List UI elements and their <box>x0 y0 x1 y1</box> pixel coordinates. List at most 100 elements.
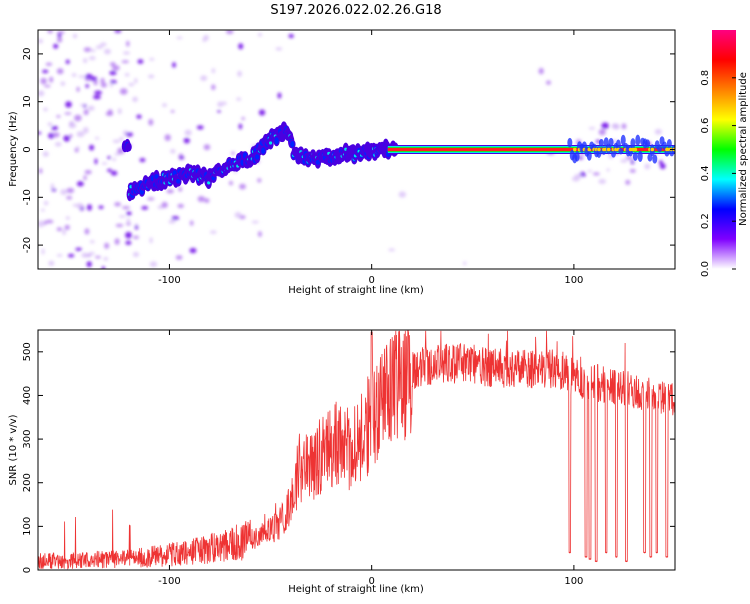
noise-speckle <box>94 90 103 95</box>
noise-speckle <box>175 255 183 260</box>
snr-x-ticks: -100 0 100 <box>158 330 583 587</box>
noise-speckle <box>56 115 61 118</box>
spectrogram-x-label: Height of straight line (km) <box>288 285 424 296</box>
noise-speckle <box>184 129 192 136</box>
noise-speckle <box>251 220 259 224</box>
noise-speckle <box>115 223 124 228</box>
noise-speckle <box>644 163 651 170</box>
noise-speckle <box>101 162 108 165</box>
noise-speckle <box>109 83 113 88</box>
ridge-mid <box>274 137 279 145</box>
noise-speckle <box>189 247 197 254</box>
noise-speckle <box>81 252 89 258</box>
band-noise <box>637 150 643 163</box>
x-tick-label: 0 <box>368 275 374 286</box>
noise-speckle <box>45 219 54 224</box>
colorbar-label: Normalized spectral amplitude <box>738 72 749 226</box>
x-tick-label: -100 <box>158 576 181 587</box>
noise-speckle <box>41 69 49 74</box>
noise-speckle <box>94 136 100 140</box>
snr-dropout-point <box>656 551 658 554</box>
noise-speckle <box>49 76 54 83</box>
noise-speckle <box>71 73 77 77</box>
noise-speckle <box>87 105 95 111</box>
noise-speckle <box>588 126 596 130</box>
colorbar-tick-label: 0.6 <box>700 118 711 134</box>
noise-speckle <box>217 110 221 113</box>
noise-speckle <box>78 75 86 78</box>
noise-speckle <box>93 95 101 100</box>
noise-speckle <box>125 132 134 137</box>
noise-speckle <box>275 47 283 51</box>
y-tick-label: 100 <box>22 517 33 536</box>
noise-speckle <box>598 179 606 185</box>
noise-speckle <box>114 202 121 207</box>
y-tick-label: 400 <box>22 386 33 405</box>
snr-dropout-point <box>595 560 597 563</box>
noise-speckle <box>236 97 242 101</box>
noise-speckle <box>51 188 57 192</box>
ridge-core <box>207 181 211 185</box>
noise-speckle <box>172 62 176 68</box>
snr-dropout-point <box>666 556 668 558</box>
noise-speckle <box>76 203 84 209</box>
noise-speckle <box>93 80 98 86</box>
noise-speckle <box>90 76 98 82</box>
x-tick-label: 100 <box>564 275 583 286</box>
noise-speckle <box>50 183 55 191</box>
noise-speckle <box>101 265 105 269</box>
noise-speckle <box>257 178 262 183</box>
noise-speckle <box>100 82 107 88</box>
x-tick-label: 0 <box>368 576 374 587</box>
noise-speckle <box>122 51 131 55</box>
noise-speckle <box>89 240 95 244</box>
band-noise <box>652 154 658 164</box>
noise-speckle <box>98 205 104 210</box>
noise-speckle <box>76 86 80 92</box>
y-tick-label: -20 <box>22 237 33 253</box>
noise-speckle <box>110 170 118 176</box>
noise-speckle <box>621 123 627 130</box>
snr-background <box>38 330 675 570</box>
snr-dropout-point <box>643 551 646 554</box>
noise-speckle <box>75 247 82 251</box>
noise-speckle <box>60 81 66 86</box>
noise-speckle <box>134 77 138 84</box>
band-yellow <box>606 147 611 152</box>
noise-speckle <box>82 126 89 134</box>
band-noise <box>661 141 667 150</box>
ridge-mid <box>154 174 159 179</box>
noise-speckle <box>114 238 120 245</box>
noise-speckle <box>204 198 210 203</box>
noise-speckle <box>388 248 396 252</box>
noise-speckle <box>612 124 620 130</box>
noise-speckle <box>40 208 45 212</box>
noise-speckle <box>110 80 117 84</box>
noise-speckle <box>177 203 184 209</box>
band-noise <box>644 139 650 148</box>
ridge-mid <box>176 178 181 184</box>
noise-speckle <box>67 253 75 258</box>
noise-speckle <box>112 158 117 161</box>
noise-speckle <box>104 242 110 249</box>
noise-speckle <box>136 114 142 119</box>
snr-dropout-point <box>649 556 652 558</box>
noise-speckle <box>659 163 666 170</box>
colorbar-gradient <box>712 30 736 269</box>
noise-speckle <box>239 183 246 190</box>
noise-speckle <box>625 179 631 185</box>
noise-speckle <box>63 135 70 142</box>
y-tick-label: 10 <box>22 95 33 108</box>
ridge-mid <box>255 153 260 160</box>
noise-speckle <box>85 84 89 88</box>
noise-speckle <box>38 38 43 44</box>
noise-speckle <box>43 201 49 206</box>
noise-speckle <box>221 101 227 106</box>
noise-speckle <box>139 157 146 163</box>
noise-speckle <box>119 88 128 95</box>
band-noise <box>632 151 638 161</box>
noise-speckle <box>48 260 55 266</box>
noise-speckle <box>83 109 89 116</box>
chart-title: S197.2026.022.02.26.G18 <box>270 3 441 18</box>
noise-speckle <box>69 134 73 138</box>
